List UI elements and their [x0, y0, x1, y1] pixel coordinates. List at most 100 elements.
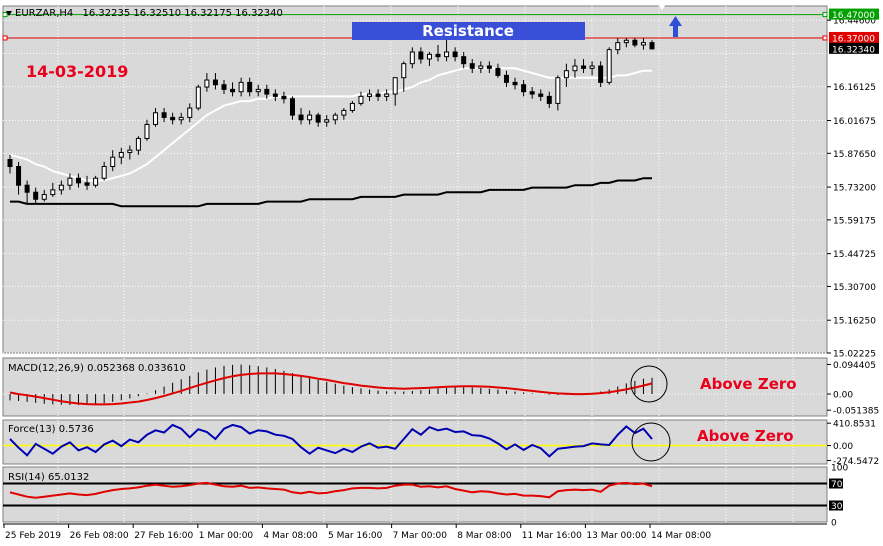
candle [632, 37, 638, 48]
candle [16, 161, 22, 195]
candle [127, 145, 133, 160]
candle-body [247, 81, 253, 93]
candle-body [7, 159, 13, 168]
candle [563, 63, 569, 88]
ma-slow-line [10, 177, 652, 208]
axis-tick-label: 15.02225 [833, 349, 876, 359]
candle [161, 108, 167, 123]
candle [84, 175, 90, 190]
candle [546, 91, 552, 109]
price-axis: 16.44600 16.16125 16.01675 15.87650 15.73200… [827, 17, 876, 359]
axis-tick-label: 16.16125 [833, 83, 876, 93]
candle-body [581, 65, 587, 69]
candle [623, 37, 629, 48]
candle-body [640, 42, 646, 46]
candle-body [495, 67, 501, 76]
candle [110, 150, 116, 172]
candle-body [401, 63, 407, 79]
candle-body [24, 184, 30, 193]
axis-tick-label: 0.094405 [833, 361, 876, 371]
candle-body [418, 51, 424, 60]
candle [144, 119, 150, 141]
rsi-line [9, 481, 653, 499]
time-tick-label: 7 Mar 00:00 [393, 531, 448, 541]
candle [469, 58, 475, 74]
time-tick-label: 11 Mar 16:00 [522, 531, 582, 541]
force-annotation: Above Zero [697, 427, 794, 445]
macd-signal-line [9, 372, 653, 406]
candle [392, 77, 398, 106]
candle-body [623, 39, 629, 44]
candle [435, 44, 441, 62]
candle [598, 61, 604, 88]
axis-tick-label: 16.44600 [833, 17, 876, 27]
force-axis: 410.8531 0.00 -274.5472 [827, 420, 879, 467]
candle-body [170, 116, 176, 121]
time-tick-label: 8 Mar 08:00 [457, 531, 512, 541]
candle-body [598, 65, 604, 83]
axis-tick-label: 410.8531 [833, 420, 876, 430]
force-grid [57, 420, 794, 464]
candle-body [118, 151, 124, 158]
candle [195, 84, 201, 111]
macd-pane: 0.094405 0.00 -0.051385 MACD(12,26,9) 0.05… [2, 357, 879, 417]
candle [75, 173, 81, 188]
candle-body [298, 114, 304, 121]
axis-tick-label: -0.051385 [833, 407, 879, 417]
macd-pane-bg [2, 357, 828, 417]
moving-averages [9, 67, 652, 208]
candle [521, 80, 527, 97]
candle-body [230, 88, 236, 93]
axis-tick-label: 0.00 [833, 391, 853, 401]
symbol-menu-icon[interactable] [6, 11, 12, 16]
candle-body [503, 74, 509, 83]
candle-body [212, 79, 218, 86]
axis-tick-label: -274.5472 [833, 457, 879, 467]
level-handle[interactable] [822, 35, 828, 41]
resistance-price-tag: 16.37000 [829, 31, 879, 44]
candle-body [255, 88, 261, 93]
candle [135, 136, 141, 155]
level-handle[interactable] [2, 12, 8, 18]
candle [307, 110, 313, 125]
candle-body [161, 112, 167, 118]
candle [204, 73, 210, 92]
candle [512, 77, 518, 90]
axis-tick-label: 16.01675 [833, 117, 876, 127]
time-tick-label: 4 Mar 08:00 [263, 531, 318, 541]
candle [298, 108, 304, 125]
candle [281, 91, 287, 104]
time-tick-label: 13 Mar 00:00 [586, 531, 646, 541]
price-grid [3, 6, 827, 354]
price-tag-bg [829, 42, 879, 54]
candle-body [384, 93, 390, 97]
candle [401, 61, 407, 92]
symbol-label: EURZAR,H4 [15, 8, 73, 19]
candle [589, 61, 595, 76]
candle-body [75, 177, 81, 184]
candle [418, 47, 424, 64]
level-handle[interactable] [822, 12, 828, 18]
candle [461, 51, 467, 69]
up-arrow-shaft [673, 25, 678, 37]
candle-body [41, 194, 47, 200]
candle [247, 77, 253, 97]
candle-body [546, 95, 552, 104]
candle-body [555, 77, 561, 104]
macd-annotation: Above Zero [700, 375, 797, 393]
candle [7, 154, 13, 174]
candle [50, 182, 56, 197]
level-handle[interactable] [2, 35, 8, 41]
time-tick-label: 25 Feb 2019 [5, 531, 61, 541]
axis-tick-label: 15.73200 [833, 184, 876, 194]
current-price-tag: 16.32340 [829, 42, 879, 55]
candle-body [341, 109, 347, 116]
candle [367, 89, 373, 102]
candle-body [110, 156, 116, 168]
time-tick-label: 5 Mar 16:00 [328, 531, 383, 541]
candle-body [67, 177, 73, 186]
rsi-axis: 70 30 0 100 [829, 464, 848, 529]
candle [640, 37, 646, 50]
candle [272, 89, 278, 102]
